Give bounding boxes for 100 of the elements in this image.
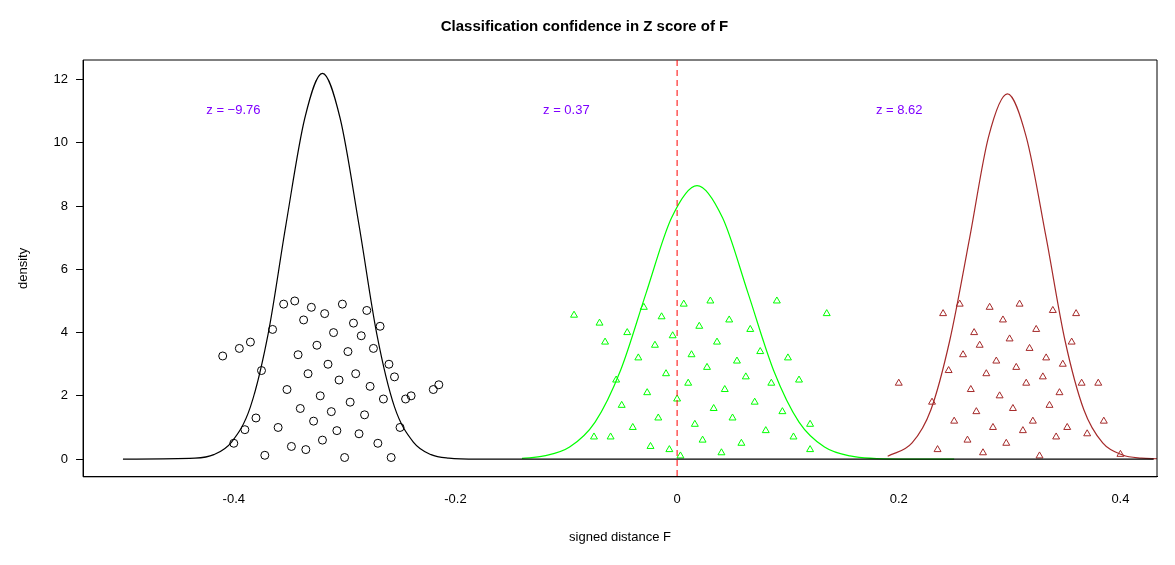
point xyxy=(428,385,438,395)
point xyxy=(590,432,598,440)
point xyxy=(676,451,685,459)
point xyxy=(234,343,244,353)
annotation: z = −9.76 xyxy=(206,101,261,117)
y-tick-label: 6 xyxy=(60,260,69,276)
point xyxy=(612,375,621,383)
point xyxy=(343,347,353,357)
point xyxy=(668,331,677,339)
point xyxy=(639,302,648,310)
point xyxy=(345,397,355,407)
point xyxy=(389,372,399,382)
point xyxy=(373,438,383,448)
point xyxy=(1048,305,1057,313)
point xyxy=(989,422,997,430)
y-tick-label: 0 xyxy=(60,450,69,466)
point xyxy=(595,318,604,326)
point xyxy=(706,296,715,304)
point xyxy=(767,378,776,386)
point xyxy=(717,448,726,456)
point xyxy=(795,375,803,383)
point xyxy=(950,416,959,424)
point xyxy=(789,432,798,440)
point xyxy=(1038,372,1047,380)
point xyxy=(1005,334,1014,342)
point xyxy=(1028,416,1037,424)
point xyxy=(301,445,311,455)
point xyxy=(972,407,981,415)
point xyxy=(406,391,416,401)
point xyxy=(979,448,987,456)
point xyxy=(970,328,979,336)
y-tick-label: 2 xyxy=(60,387,69,403)
point xyxy=(601,337,610,345)
point xyxy=(928,397,936,405)
point xyxy=(955,299,964,307)
x-tick-label: -0.2 xyxy=(444,491,467,507)
point xyxy=(386,453,396,463)
point xyxy=(570,310,578,318)
chart-title: Classification confidence in Z score of F xyxy=(440,17,729,35)
point xyxy=(365,381,375,391)
y-tick-label: 12 xyxy=(53,71,69,87)
point xyxy=(306,302,316,312)
point xyxy=(317,435,327,445)
point xyxy=(1116,449,1125,457)
point xyxy=(606,432,615,440)
x-axis-title: signed distance F xyxy=(569,528,672,544)
point xyxy=(368,343,378,353)
point xyxy=(720,385,729,393)
x-tick-label: -0.4 xyxy=(222,491,245,507)
point xyxy=(315,391,325,401)
point xyxy=(643,388,652,396)
point xyxy=(1002,438,1011,446)
y-tick-label: 8 xyxy=(60,197,69,213)
line-series xyxy=(887,93,1157,460)
point xyxy=(665,445,674,453)
point xyxy=(273,422,283,432)
point xyxy=(933,445,942,453)
point xyxy=(985,302,994,310)
point xyxy=(337,299,347,309)
point xyxy=(434,380,444,390)
point xyxy=(1012,362,1021,370)
point xyxy=(290,296,300,306)
point xyxy=(679,299,688,307)
x-tick-label: 0 xyxy=(673,491,681,507)
point xyxy=(728,413,737,421)
point xyxy=(395,422,405,432)
point xyxy=(1042,353,1051,361)
point xyxy=(334,375,344,385)
point xyxy=(1008,403,1017,411)
point xyxy=(348,318,358,328)
point xyxy=(756,347,765,355)
point xyxy=(783,353,792,361)
point xyxy=(362,305,372,315)
point xyxy=(1072,309,1081,317)
y-tick-label: 10 xyxy=(53,134,69,150)
x-tick-label: 0.2 xyxy=(889,491,908,507)
y-axis-title: density xyxy=(15,247,31,289)
point xyxy=(703,362,711,370)
point xyxy=(634,353,643,361)
point xyxy=(761,426,770,434)
point xyxy=(378,394,388,404)
point xyxy=(312,340,322,350)
point xyxy=(778,407,787,415)
point xyxy=(662,369,670,377)
point xyxy=(750,397,759,405)
point xyxy=(982,369,991,377)
point xyxy=(1022,378,1031,386)
point xyxy=(1015,299,1024,307)
point xyxy=(1099,416,1108,424)
point xyxy=(657,312,666,320)
point xyxy=(299,315,309,325)
point xyxy=(746,324,755,332)
point xyxy=(1045,400,1054,408)
point xyxy=(401,394,411,404)
point xyxy=(684,378,693,386)
point xyxy=(695,321,704,329)
point xyxy=(1077,378,1086,386)
point xyxy=(356,331,366,341)
point xyxy=(1094,378,1103,386)
point xyxy=(293,350,303,360)
